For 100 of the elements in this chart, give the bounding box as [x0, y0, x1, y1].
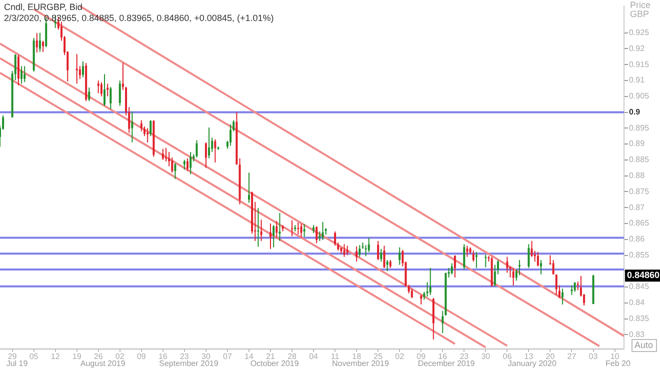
- candlestick: [484, 254, 487, 268]
- candlestick: [272, 224, 275, 248]
- candlestick: [38, 32, 41, 52]
- candlestick: [164, 147, 167, 162]
- x-tick-label: 23: [180, 352, 190, 362]
- text: Jul 19: [6, 359, 28, 368]
- candlestick: [42, 40, 44, 52]
- candlestick: [131, 111, 134, 143]
- y-tick-label: 0.855: [629, 250, 650, 260]
- candlestick: [512, 267, 514, 286]
- candlestick: [278, 212, 281, 242]
- candlestick: [364, 244, 367, 257]
- candlestick: [475, 252, 478, 268]
- x-tick-label: 10: [610, 352, 620, 362]
- candlestick: [174, 162, 176, 180]
- x-tick-label: 09: [416, 352, 426, 362]
- candlestick: [186, 158, 189, 172]
- y-tick-label: 0.88: [629, 171, 646, 180]
- candlestick: [196, 140, 198, 158]
- candlestick: [343, 244, 346, 258]
- x-tick-label: 04: [309, 352, 319, 362]
- y-tick-label: 0.9: [629, 107, 641, 116]
- candlestick: [358, 244, 361, 258]
- candlestick: [214, 138, 216, 163]
- y-tick-label: 0.885: [629, 155, 650, 164]
- candlestick: [146, 128, 149, 143]
- x-tick-label: 23: [460, 352, 470, 362]
- y-tick-label: 0.89: [629, 139, 646, 148]
- candlestick: [518, 260, 520, 276]
- x-tick-label: 03: [588, 352, 598, 362]
- candlestick: [368, 237, 370, 253]
- candlestick: [190, 151, 192, 175]
- y-tick-label: 0.895: [629, 123, 650, 132]
- candlestick: [380, 248, 382, 262]
- x-tick-label: 25: [374, 352, 384, 362]
- candlestick: [386, 260, 388, 272]
- candlestick: [540, 260, 542, 275]
- candlestick: [276, 220, 278, 238]
- candlestick: [260, 219, 262, 242]
- candlestick: [398, 246, 401, 266]
- candlestick: [162, 148, 164, 160]
- text: Feb 20: [606, 359, 632, 368]
- x-tick-label: 06: [502, 352, 512, 362]
- candlestick: [20, 66, 23, 84]
- x-tick-label: 09: [136, 352, 146, 362]
- candlestick: [570, 284, 573, 296]
- x-tick-label: 12: [50, 352, 60, 362]
- y-tick-label: 0.86: [629, 234, 646, 244]
- candlestick: [82, 60, 84, 78]
- candlestick: [383, 245, 386, 268]
- y-tick-label: 0.87: [629, 202, 646, 212]
- candlestick: [530, 240, 533, 258]
- x-tick-label: 02: [395, 352, 405, 362]
- candlestick: [140, 120, 142, 132]
- x-tick-label: 13: [524, 352, 534, 362]
- candlestick: [322, 221, 324, 240]
- y-tick-label: 0.835: [629, 314, 650, 324]
- candlestick: [297, 222, 300, 235]
- candlestick: [17, 54, 20, 86]
- candlestick: [300, 223, 302, 238]
- y-tick-label: 0.845: [629, 282, 650, 292]
- candlestick: [463, 244, 466, 270]
- candlestick: [118, 80, 121, 106]
- candlestick: [291, 220, 294, 237]
- x-tick-label: 29: [8, 352, 18, 362]
- x-tick-label: 30: [202, 352, 211, 362]
- y-tick-label: 0.84: [629, 298, 646, 308]
- x-tick-label: 16: [438, 352, 448, 362]
- chart-title: Cndl, EURGBP, Bid: [4, 2, 82, 12]
- candlestick: [528, 244, 530, 268]
- candlestick: [208, 127, 210, 159]
- candlestick: [536, 252, 539, 267]
- candlestick: [318, 230, 321, 242]
- y-tick-label: 0.875: [629, 186, 650, 196]
- text: December 2019: [418, 359, 476, 368]
- x-tick-label: 11: [330, 352, 340, 362]
- x-tick-label: 14: [244, 352, 254, 362]
- candlestick: [248, 172, 250, 204]
- candlestick: [230, 124, 232, 146]
- candlestick: [110, 86, 112, 110]
- candlestick: [466, 245, 468, 258]
- candlestick: [356, 246, 358, 262]
- y-tick-label: 0.92: [629, 44, 646, 53]
- candlestick: [183, 159, 186, 170]
- candlestick: [562, 288, 564, 306]
- text: November 2019: [332, 359, 390, 368]
- x-tick-label: 18: [352, 352, 362, 362]
- candlestick: [377, 240, 380, 261]
- candlestick: [24, 66, 26, 83]
- x-tick-label: 07: [223, 352, 232, 362]
- y-tick-label: 0.915: [629, 60, 650, 69]
- candlestick: [534, 250, 536, 262]
- text: September 2019: [159, 359, 219, 368]
- candlestick: [204, 142, 207, 168]
- text: October 2019: [250, 359, 300, 368]
- candlestick: [303, 224, 306, 238]
- text: August 2019: [80, 359, 126, 368]
- candlestick: [410, 288, 413, 299]
- candlestick: [450, 262, 453, 275]
- x-tick-label: 05: [29, 352, 39, 362]
